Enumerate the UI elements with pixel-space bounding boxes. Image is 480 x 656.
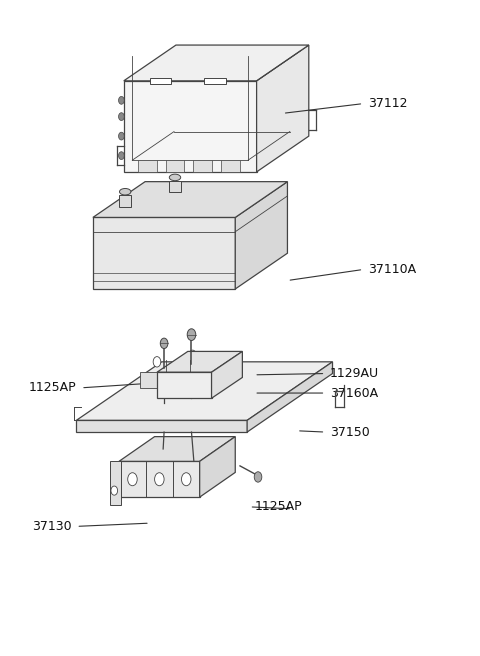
Ellipse shape	[169, 174, 180, 180]
Bar	[193, 160, 212, 172]
Circle shape	[153, 357, 161, 367]
Circle shape	[187, 329, 196, 340]
Polygon shape	[93, 182, 288, 217]
Text: 37150: 37150	[330, 426, 370, 439]
Bar	[166, 160, 184, 172]
Text: 1125AP: 1125AP	[29, 381, 76, 394]
Polygon shape	[124, 81, 257, 172]
Polygon shape	[212, 352, 242, 398]
Circle shape	[155, 473, 164, 485]
Text: 37112: 37112	[368, 97, 408, 110]
Polygon shape	[124, 45, 309, 81]
Circle shape	[128, 473, 137, 485]
Polygon shape	[76, 362, 333, 420]
Polygon shape	[200, 437, 235, 497]
Polygon shape	[157, 352, 242, 372]
FancyBboxPatch shape	[120, 195, 131, 207]
Bar	[220, 160, 240, 172]
Polygon shape	[93, 217, 235, 289]
Bar	[138, 160, 157, 172]
FancyBboxPatch shape	[204, 77, 226, 84]
Polygon shape	[119, 437, 235, 461]
Polygon shape	[119, 461, 200, 497]
Circle shape	[111, 486, 118, 495]
Circle shape	[119, 133, 124, 140]
Polygon shape	[235, 182, 288, 289]
FancyBboxPatch shape	[150, 77, 171, 84]
Circle shape	[254, 472, 262, 482]
Text: 1125AP: 1125AP	[254, 501, 302, 514]
Ellipse shape	[120, 188, 131, 195]
FancyBboxPatch shape	[169, 180, 180, 192]
Polygon shape	[174, 371, 202, 388]
Polygon shape	[257, 45, 309, 172]
Text: 37110A: 37110A	[368, 263, 416, 276]
Text: 1129AU: 1129AU	[330, 367, 379, 380]
Text: 37160A: 37160A	[330, 386, 378, 400]
Circle shape	[189, 350, 196, 361]
FancyBboxPatch shape	[109, 461, 121, 505]
Polygon shape	[157, 372, 212, 398]
Text: 37130: 37130	[32, 520, 72, 533]
Polygon shape	[140, 371, 167, 388]
Circle shape	[119, 96, 124, 104]
Polygon shape	[247, 362, 333, 432]
Circle shape	[119, 152, 124, 159]
Circle shape	[119, 113, 124, 121]
Polygon shape	[76, 420, 247, 432]
Circle shape	[160, 338, 168, 348]
Circle shape	[181, 473, 191, 485]
